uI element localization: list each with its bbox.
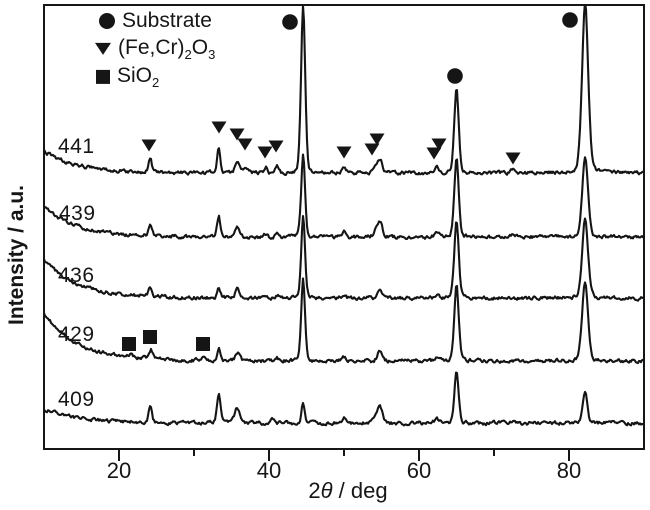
trace-439 (43, 153, 645, 241)
substrate-peak-circle-marker (447, 68, 463, 84)
fecr-oxide-peak-triangle-marker (336, 146, 352, 159)
fecr-oxide-peak-triangle-marker (369, 133, 385, 146)
trace-436 (43, 214, 645, 302)
fecr-oxide-peak-triangle-marker (364, 143, 380, 156)
legend-item-substrate: Substrate (99, 9, 212, 33)
trace-label-409: 409 (58, 388, 95, 411)
trace-label-429: 429 (58, 323, 95, 346)
legend-item-fecr-oxide: (Fe,Cr)2O3 (95, 36, 215, 62)
trace-441 (43, 4, 645, 176)
trace-label-439: 439 (59, 202, 96, 225)
filled-square-icon (96, 70, 110, 84)
legend-label-silica: SiO2 (117, 63, 160, 91)
fecr-oxide-peak-triangle-marker (505, 152, 521, 165)
x-tick-label: 40 (256, 458, 282, 483)
x-tick-label: 20 (106, 458, 132, 483)
fecr-oxide-peak-triangle-marker (141, 139, 157, 152)
trace-label-441: 441 (58, 135, 95, 158)
x-axis-title: 2θ / deg (308, 478, 388, 503)
substrate-peak-circle-marker (282, 14, 298, 30)
silica-peak-square-marker (122, 337, 136, 351)
fecr-oxide-peak-triangle-marker (426, 147, 442, 160)
legend-item-silica: SiO2 (96, 64, 159, 90)
legend-label-fecr-oxide: (Fe,Cr)2O3 (118, 35, 216, 63)
fecr-oxide-peak-triangle-marker (431, 138, 447, 151)
trace-409 (43, 371, 645, 427)
legend-label-substrate: Substrate (122, 9, 212, 32)
fecr-oxide-peak-triangle-marker (211, 121, 227, 134)
fecr-oxide-peak-triangle-marker (257, 146, 273, 159)
silica-peak-square-marker (143, 330, 157, 344)
x-tick-label: 60 (406, 458, 432, 483)
fecr-oxide-peak-triangle-marker (237, 138, 253, 151)
fecr-oxide-peak-triangle-marker (268, 140, 284, 153)
x-tick-label: 80 (556, 458, 582, 483)
filled-circle-icon (99, 13, 115, 29)
substrate-peak-circle-marker (562, 12, 578, 28)
fecr-oxide-peak-triangle-marker (229, 128, 245, 141)
filled-triangle-icon (95, 43, 111, 55)
silica-peak-square-marker (196, 337, 210, 351)
trace-429 (43, 277, 645, 365)
trace-label-436: 436 (58, 264, 95, 287)
y-axis-title: Intensity / a.u. (5, 184, 28, 326)
